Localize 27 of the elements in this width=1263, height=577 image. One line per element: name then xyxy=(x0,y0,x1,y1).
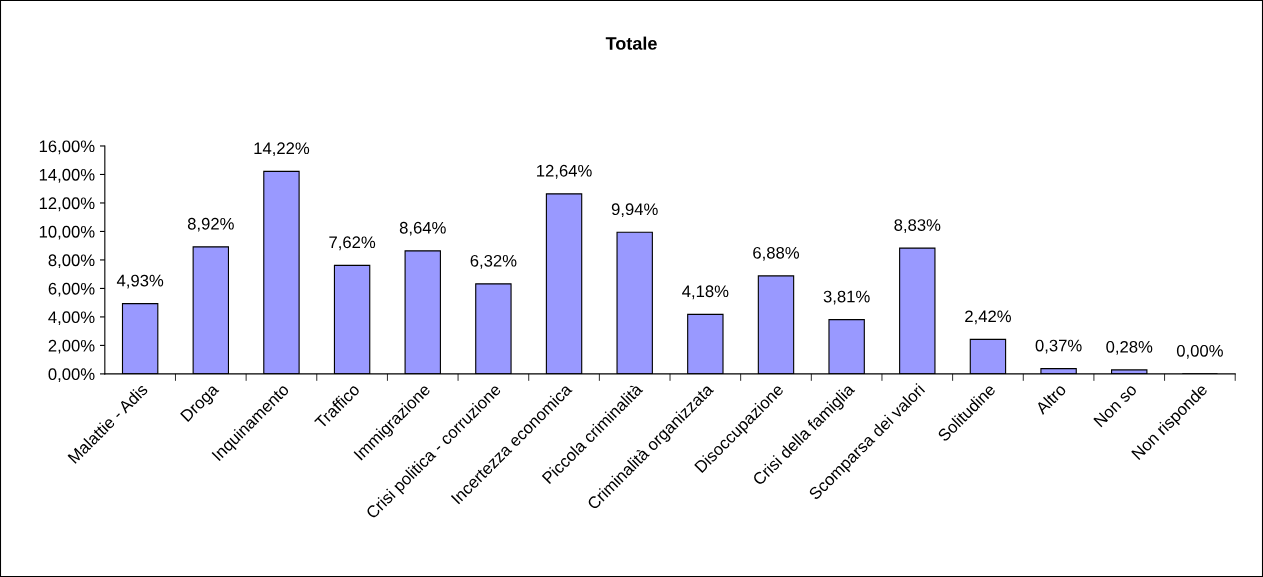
data-label: 14,22% xyxy=(254,142,310,157)
data-label: 4,93% xyxy=(116,274,164,289)
y-tick-label: 12,00% xyxy=(39,197,95,212)
data-label: 8,64% xyxy=(399,221,446,236)
data-label: 7,62% xyxy=(329,236,376,251)
y-tick-label: 2,00% xyxy=(48,339,95,354)
data-label: 6,32% xyxy=(470,254,517,269)
y-tick-label: 14,00% xyxy=(39,168,95,183)
data-label: 9,94% xyxy=(611,203,658,218)
data-label: 8,92% xyxy=(187,217,234,232)
chart-title: Totale xyxy=(605,36,657,50)
y-tick-label: 16,00% xyxy=(39,140,95,155)
data-label: 12,64% xyxy=(537,164,592,179)
y-tick-label: 10,00% xyxy=(39,225,95,240)
y-tick-label: 0,00% xyxy=(48,368,95,383)
data-label: 6,88% xyxy=(753,246,800,261)
data-label: 0,00% xyxy=(1176,344,1223,359)
data-label: 0,28% xyxy=(1106,340,1153,355)
y-tick-label: 8,00% xyxy=(48,254,95,269)
data-label: 0,37% xyxy=(1035,339,1082,354)
y-tick-label: 6,00% xyxy=(48,282,95,297)
x-tick-label: Non so xyxy=(1093,383,1138,428)
data-label: 4,18% xyxy=(682,285,729,300)
data-label: 3,81% xyxy=(823,290,870,305)
data-label: 2,42% xyxy=(965,310,1011,325)
y-tick-label: 4,00% xyxy=(48,311,95,326)
data-label: 8,83% xyxy=(894,219,941,233)
